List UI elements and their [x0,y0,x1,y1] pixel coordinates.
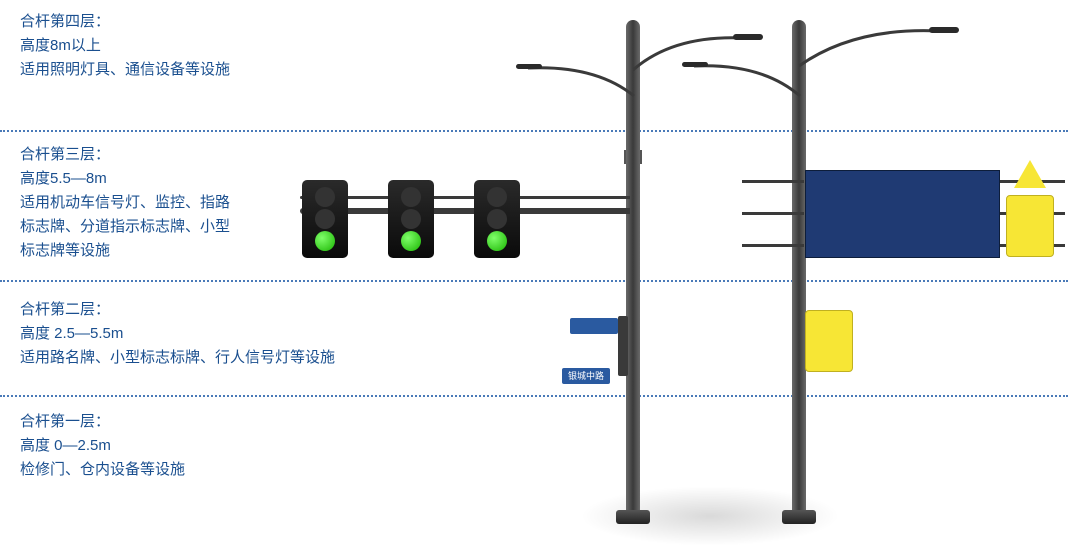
signal-light-off [315,187,335,207]
lamp-arm-right-pole-right [799,24,959,94]
street-sign-small-2: 银城中路 [562,368,610,384]
lamp-arm-left-pole-left [516,60,636,120]
layer-3-title: 合杆第三层： [20,143,230,167]
layer-3-desc-2: 标志牌、分道指示标志牌、小型 [20,215,230,239]
traffic-signal-box-3 [474,180,520,258]
pedestrian-signal-box [805,310,853,372]
sign-bracket [618,316,628,376]
layer-4-label: 合杆第四层： 高度8m以上 适用照明灯具、通信设备等设施 [20,10,230,82]
signal-light-off [487,209,507,229]
warning-triangle-icon [1014,160,1046,188]
layer-1-desc: 检修门、仓内设备等设施 [20,458,185,482]
layer-divider [0,395,1068,397]
traffic-signal-box-1 [302,180,348,258]
layer-3-desc-1: 适用机动车信号灯、监控、指路 [20,191,230,215]
yellow-sign-box [1006,195,1054,257]
street-sign-small-1 [570,318,618,334]
sign-crossbar [742,212,804,215]
signal-light-green [315,231,335,251]
layer-4-desc: 适用照明灯具、通信设备等设施 [20,58,230,82]
layer-2-label: 合杆第二层： 高度 2.5—5.5m 适用路名牌、小型标志标牌、行人信号灯等设施 [20,298,335,370]
layer-3-desc-3: 标志牌等设施 [20,239,230,263]
sign-crossbar [742,180,804,183]
layer-3-height: 高度5.5—8m [20,167,230,191]
layer-2-title: 合杆第二层： [20,298,335,322]
layer-4-height: 高度8m以上 [20,34,230,58]
layer-4-title: 合杆第四层： [20,10,230,34]
layer-3-label: 合杆第三层： 高度5.5—8m 适用机动车信号灯、监控、指路 标志牌、分道指示标… [20,143,230,263]
layer-1-label: 合杆第一层： 高度 0—2.5m 检修门、仓内设备等设施 [20,410,185,482]
layer-1-title: 合杆第一层： [20,410,185,434]
street-name-text: 银城中路 [568,371,604,381]
direction-sign-panel [805,170,1000,258]
layer-2-desc: 适用路名牌、小型标志标牌、行人信号灯等设施 [20,346,335,370]
layer-divider [0,280,1068,282]
signal-light-off [315,209,335,229]
signal-light-green [401,231,421,251]
layer-divider [0,130,1068,132]
traffic-signal-arm [300,208,630,214]
pole-left-base [616,510,650,524]
signal-light-off [487,187,507,207]
antenna [624,150,626,164]
traffic-signal-arm-brace [300,196,630,199]
signal-light-off [401,187,421,207]
layer-1-height: 高度 0—2.5m [20,434,185,458]
sign-crossbar [742,244,804,247]
pole-right-base [782,510,816,524]
signal-light-green [487,231,507,251]
traffic-signal-box-2 [388,180,434,258]
lamp-arm-right-pole-left [682,58,802,118]
signal-light-off [401,209,421,229]
antenna [640,150,642,164]
layer-2-height: 高度 2.5—5.5m [20,322,335,346]
